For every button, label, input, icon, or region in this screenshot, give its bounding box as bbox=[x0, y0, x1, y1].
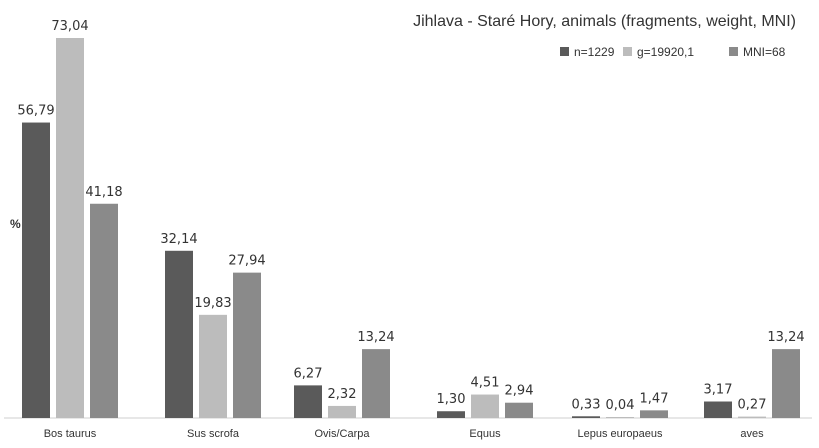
data-label-1-1: 19,83 bbox=[194, 296, 231, 311]
data-label-5-0: 3,17 bbox=[704, 383, 733, 398]
bar-0-0 bbox=[22, 122, 50, 418]
data-label-4-2: 1,47 bbox=[640, 391, 669, 406]
bar-5-0 bbox=[704, 401, 732, 418]
legend-swatch-1 bbox=[623, 47, 632, 56]
data-label-3-0: 1,30 bbox=[437, 392, 466, 407]
data-label-2-2: 13,24 bbox=[357, 330, 394, 345]
bar-3-2 bbox=[505, 402, 533, 418]
bar-1-1 bbox=[199, 314, 227, 418]
bar-0-1 bbox=[56, 38, 84, 418]
category-label-5: aves bbox=[740, 428, 764, 440]
data-label-1-2: 27,94 bbox=[228, 254, 265, 269]
data-label-0-1: 73,04 bbox=[51, 19, 88, 34]
data-label-0-0: 56,79 bbox=[17, 104, 54, 119]
chart-title: Jihlava - Staré Hory, animals (fragments… bbox=[413, 13, 796, 30]
bar-2-1 bbox=[328, 405, 356, 418]
bar-2-2 bbox=[362, 349, 390, 418]
data-label-3-1: 4,51 bbox=[471, 376, 500, 391]
bar-1-2 bbox=[233, 272, 261, 418]
bar-3-0 bbox=[437, 411, 465, 418]
bar-0-2 bbox=[90, 203, 118, 418]
bars-group: 56,79 73,04 41,18 Bos taurus 32,14 19,83 27,94… bbox=[17, 19, 804, 440]
data-label-2-0: 6,27 bbox=[294, 366, 323, 381]
bar-4-1 bbox=[606, 417, 634, 418]
data-label-4-1: 0,04 bbox=[606, 398, 635, 413]
bar-4-0 bbox=[572, 416, 600, 418]
data-label-3-2: 2,94 bbox=[505, 384, 534, 399]
legend-label-0: n=1229 bbox=[574, 45, 615, 59]
legend-label-2: MNI=68 bbox=[743, 45, 786, 59]
legend: n=1229 g=19920,1 MNI=68 bbox=[560, 45, 786, 59]
bar-1-0 bbox=[165, 250, 193, 418]
legend-swatch-0 bbox=[560, 47, 569, 56]
data-label-1-0: 32,14 bbox=[160, 232, 197, 247]
legend-label-1: g=19920,1 bbox=[637, 45, 694, 59]
data-label-5-1: 0,27 bbox=[738, 398, 767, 413]
bar-5-1 bbox=[738, 416, 766, 418]
data-label-4-0: 0,33 bbox=[572, 397, 601, 412]
bar-3-1 bbox=[471, 394, 499, 418]
category-label-1: Sus scrofa bbox=[187, 428, 240, 440]
data-label-0-2: 41,18 bbox=[85, 185, 122, 200]
category-label-3: Equus bbox=[469, 428, 501, 440]
bar-5-2 bbox=[772, 349, 800, 418]
bar-4-2 bbox=[640, 410, 668, 418]
data-label-5-2: 13,24 bbox=[767, 330, 804, 345]
legend-swatch-2 bbox=[729, 47, 738, 56]
data-label-2-1: 2,32 bbox=[328, 387, 357, 402]
category-label-4: Lepus europaeus bbox=[577, 428, 663, 440]
y-axis-label: % bbox=[10, 217, 21, 231]
category-label-2: Ovis/Carpa bbox=[314, 428, 370, 440]
category-label-0: Bos taurus bbox=[44, 428, 97, 440]
bar-2-0 bbox=[294, 385, 322, 418]
